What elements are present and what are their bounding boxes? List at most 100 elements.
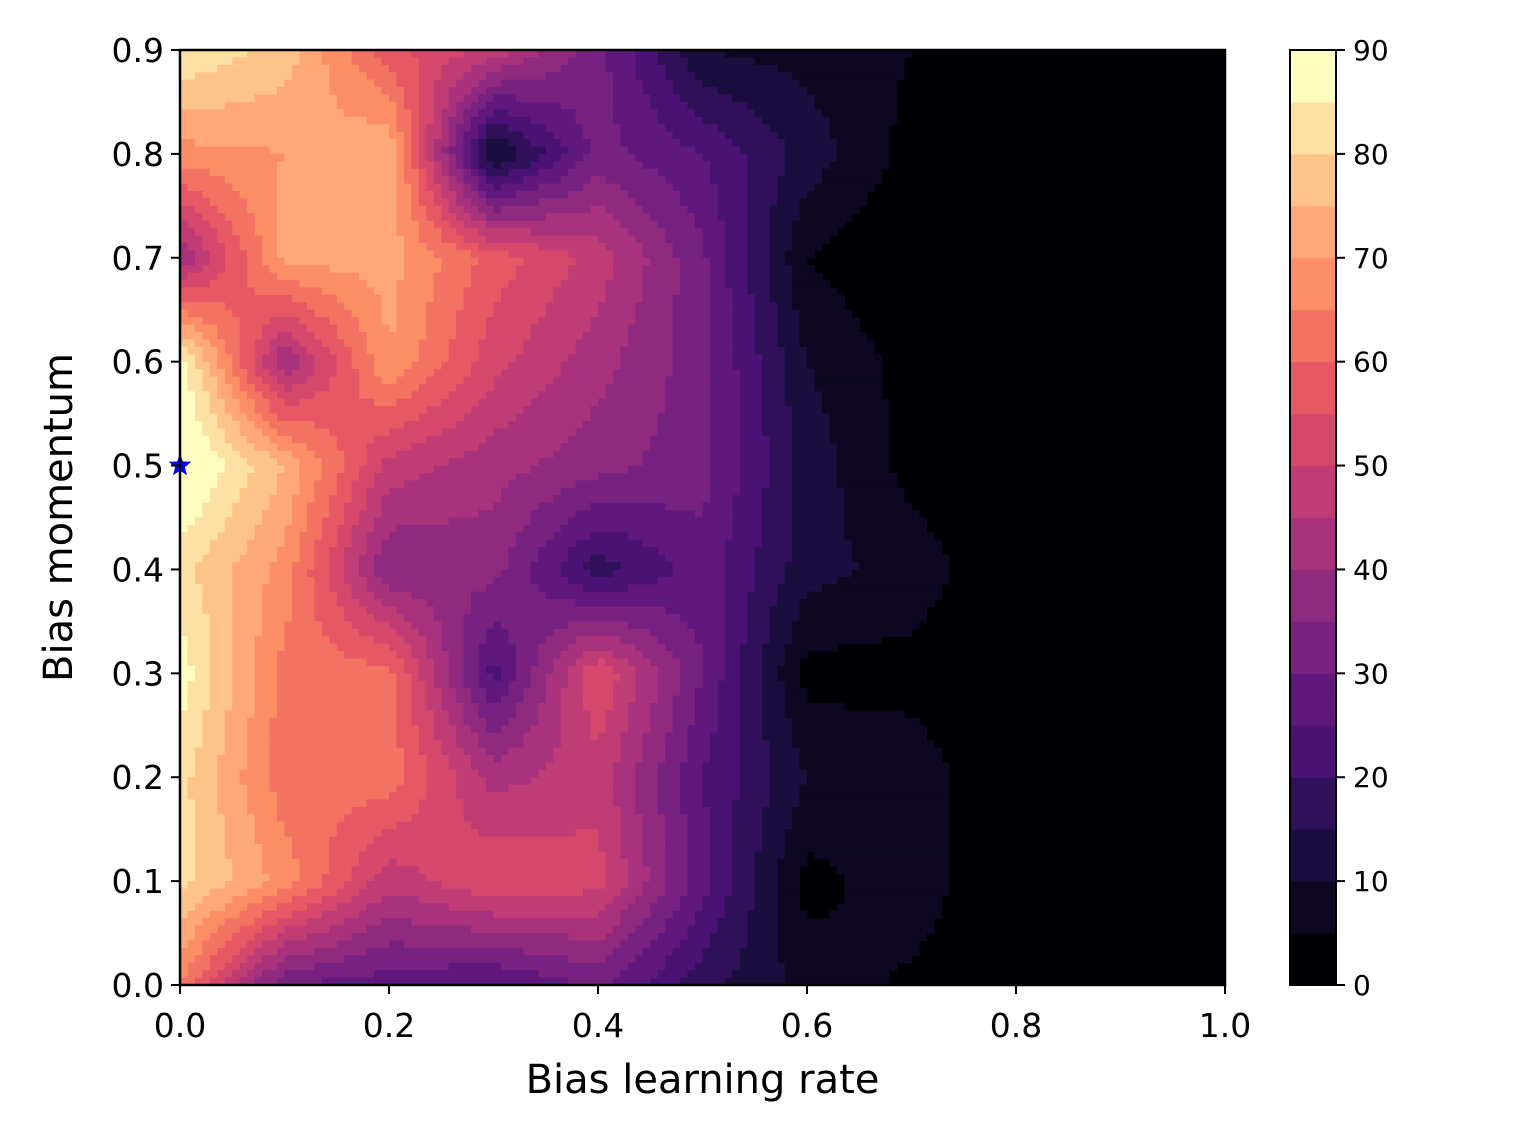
contour-cell xyxy=(381,57,420,66)
contour-cell xyxy=(568,554,592,563)
contour-cell xyxy=(284,925,330,934)
contour-cell xyxy=(277,428,330,437)
contour-cell xyxy=(799,317,860,326)
contour-cell xyxy=(784,680,801,689)
contour-cell xyxy=(187,881,226,890)
contour-cell xyxy=(418,198,435,207)
contour-cell xyxy=(739,443,771,452)
contour-cell xyxy=(709,806,733,815)
contour-cell xyxy=(642,754,666,763)
contour-cell xyxy=(777,584,823,593)
contour-cell xyxy=(836,465,890,474)
contour-cell xyxy=(403,369,435,378)
contour-cell xyxy=(560,562,584,571)
contour-cell xyxy=(336,101,398,110)
contour-cell xyxy=(180,836,196,845)
contour-cell xyxy=(194,903,226,912)
contour-cell xyxy=(403,940,621,949)
contour-cell xyxy=(403,139,412,148)
contour-cell xyxy=(515,146,547,155)
contour-cell xyxy=(463,636,487,645)
contour-cell xyxy=(306,502,330,511)
contour-cell xyxy=(530,777,614,786)
contour-cell xyxy=(180,346,189,355)
contour-cell xyxy=(411,183,420,192)
contour-cell xyxy=(807,346,875,355)
contour-cell xyxy=(209,688,233,697)
contour-cell xyxy=(269,725,398,734)
contour-cell xyxy=(314,331,338,340)
contour-cell xyxy=(747,235,771,244)
contour-cell xyxy=(709,398,741,407)
contour-cell xyxy=(627,228,666,237)
contour-cell xyxy=(792,539,853,548)
contour-cell xyxy=(784,977,890,986)
contour-cell xyxy=(284,257,405,266)
contour-cell xyxy=(792,458,838,467)
y-tick-label: 0.6 xyxy=(112,343,164,382)
contour-cell xyxy=(329,428,390,437)
contour-cell xyxy=(635,762,659,771)
contour-cell xyxy=(642,851,666,860)
contour-cell xyxy=(456,79,480,88)
contour-cell xyxy=(784,361,808,370)
contour-cell xyxy=(650,903,681,912)
contour-cell xyxy=(426,406,472,415)
contour-cell xyxy=(277,391,315,400)
contour-cell xyxy=(202,428,226,437)
contour-cell xyxy=(769,754,801,763)
contour-cell xyxy=(180,918,203,927)
contour-cell xyxy=(590,717,607,726)
contour-cell xyxy=(709,747,741,756)
contour-cell xyxy=(254,636,286,645)
contour-cell xyxy=(560,101,614,110)
contour-cell xyxy=(396,309,427,318)
contour-cell xyxy=(844,510,920,519)
contour-cell xyxy=(403,665,420,674)
contour-cell xyxy=(642,242,674,251)
contour-cell xyxy=(605,294,644,303)
contour-cell xyxy=(396,717,412,726)
contour-cell xyxy=(336,829,383,838)
contour-cell xyxy=(635,309,674,318)
contour-cell xyxy=(448,673,465,682)
contour-cell xyxy=(247,480,278,489)
contour-cell xyxy=(403,146,412,155)
x-tick-label: 0.4 xyxy=(572,1006,624,1045)
contour-cell xyxy=(777,302,793,311)
contour-cell xyxy=(284,643,338,652)
contour-cell xyxy=(359,569,375,578)
contour-cell xyxy=(478,242,539,251)
contour-cell xyxy=(254,213,278,222)
contour-cell xyxy=(344,109,398,118)
contour-cell xyxy=(687,64,778,73)
contour-cell xyxy=(426,213,442,222)
contour-cell xyxy=(396,176,405,185)
contour-cell xyxy=(605,205,644,214)
contour-cell xyxy=(844,495,905,504)
contour-cell xyxy=(769,265,793,274)
contour-cell xyxy=(306,376,330,385)
contour-cell xyxy=(724,554,756,563)
contour-cell xyxy=(642,450,711,459)
contour-cell xyxy=(299,317,330,326)
colorbar-band xyxy=(1290,205,1336,259)
contour-cell xyxy=(314,309,353,318)
contour-cell xyxy=(627,881,644,890)
contour-cell xyxy=(418,472,517,481)
contour-cell xyxy=(769,747,801,756)
contour-cell xyxy=(291,576,315,585)
contour-cell xyxy=(627,903,651,912)
contour-cell xyxy=(724,665,741,674)
contour-cell xyxy=(180,695,189,704)
contour-cell xyxy=(180,146,271,155)
contour-cell xyxy=(403,769,427,778)
contour-cell xyxy=(672,369,711,378)
contour-cell xyxy=(433,272,472,281)
contour-cell xyxy=(306,933,353,942)
contour-cell xyxy=(232,309,315,318)
contour-cell xyxy=(269,317,301,326)
contour-cell xyxy=(605,903,629,912)
contour-cell xyxy=(433,287,465,296)
contour-cell xyxy=(784,146,838,155)
